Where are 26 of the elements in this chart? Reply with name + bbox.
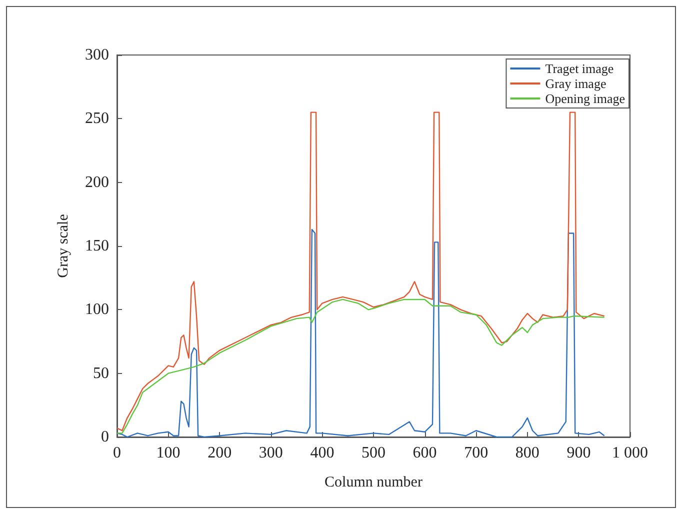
x-axis-title: Column number xyxy=(324,474,422,490)
line-series xyxy=(116,298,605,434)
x-tick-label: 0 xyxy=(113,444,121,462)
y-tick-label: 250 xyxy=(85,110,109,128)
y-tick-label: 200 xyxy=(85,174,109,191)
legend-label: Traget image xyxy=(545,61,614,76)
x-tick-label: 600 xyxy=(412,444,437,462)
x-tick-label: 700 xyxy=(464,444,488,462)
x-tick-label: 400 xyxy=(310,444,334,462)
y-tick-label: 150 xyxy=(85,238,109,254)
x-tick-label: 500 xyxy=(362,444,386,462)
legend-label: Gray image xyxy=(545,76,606,91)
x-tick-label: 1 000 xyxy=(612,444,648,462)
x-tick-label: 200 xyxy=(208,444,232,462)
y-tick-label: 0 xyxy=(101,428,109,446)
y-tick-label: 300 xyxy=(85,46,109,64)
y-tick-label: 50 xyxy=(93,364,109,382)
line-series xyxy=(116,112,605,432)
line-series xyxy=(116,228,605,438)
legend-label: Opening image xyxy=(545,91,626,106)
x-tick-label: 100 xyxy=(156,444,180,462)
y-tick-label: 100 xyxy=(85,301,109,318)
x-tick-label: 300 xyxy=(258,444,283,462)
x-tick-label: 800 xyxy=(515,444,540,462)
x-tick-label: 900 xyxy=(566,444,591,462)
y-axis-title: Gray scale xyxy=(56,214,72,278)
